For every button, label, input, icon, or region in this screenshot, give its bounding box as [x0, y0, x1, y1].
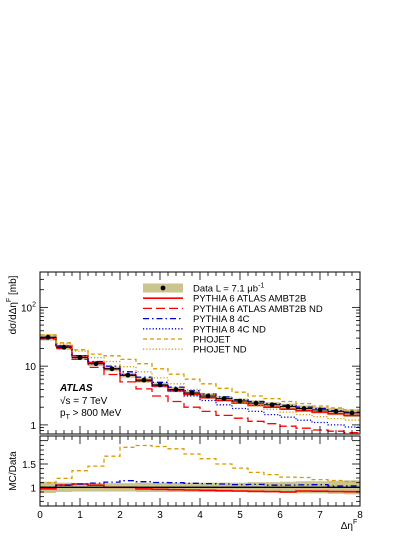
y-tick-label: 1	[30, 421, 36, 432]
y-tick-label: 102	[21, 301, 36, 314]
legend-label: PYTHIA 6 ATLAS AMBT2B ND	[193, 304, 323, 315]
data-point	[77, 355, 83, 360]
experiment-label: ATLAS	[59, 383, 93, 394]
data-point	[253, 400, 259, 406]
data-point	[221, 396, 227, 402]
data-points	[40, 334, 360, 416]
data-point	[61, 344, 67, 350]
pt-cut-label: pT > 800 MeV	[60, 408, 122, 421]
series-line	[40, 338, 360, 434]
x-tick-label: 7	[317, 510, 323, 521]
data-point	[237, 398, 243, 404]
main-panel: 1 10 102	[21, 271, 361, 435]
data-point	[301, 406, 307, 411]
legend-label: PYTHIA 8 4C ND	[193, 324, 266, 335]
ratio-x-axis: 0 1 2 3 4 5 6 7 8	[37, 436, 363, 521]
legend-label: PYTHIA 8 4C	[193, 314, 250, 325]
series-line	[40, 337, 360, 428]
data-point	[349, 410, 355, 416]
data-point	[285, 404, 291, 409]
ratio-y-axis: 11.5	[22, 440, 360, 502]
y-tick-label: 10	[25, 362, 37, 373]
energy-label: √s = 7 TeV	[60, 395, 108, 407]
data-point	[125, 372, 131, 378]
ratio-y-tick-label: 1.5	[22, 460, 36, 471]
legend-label: PHOJET	[193, 335, 231, 346]
series-line	[40, 334, 360, 411]
x-axis-title: ΔηF	[341, 519, 358, 532]
x-tick-label: 4	[197, 510, 203, 521]
data-point	[141, 377, 147, 383]
y-axis-title: dσ/dΔηF [mb]	[6, 275, 19, 334]
x-tick-label: 0	[37, 510, 43, 521]
x-tick-label: 8	[357, 510, 363, 521]
x-tick-label: 1	[77, 510, 83, 521]
main-y-axis: 1 10 102	[21, 271, 360, 435]
data-point	[333, 408, 339, 414]
data-point	[45, 334, 51, 340]
ratio-y-tick-label: 1	[30, 483, 36, 494]
x-tick-label: 6	[277, 510, 283, 521]
main-x-axis	[39, 272, 361, 434]
data-point	[269, 402, 275, 408]
ratio-curves	[40, 444, 360, 493]
data-point	[93, 361, 99, 367]
x-tick-label: 2	[117, 510, 123, 521]
ratio-y-axis-title: MC/Data	[8, 451, 19, 491]
ratio-series-line	[40, 483, 360, 493]
ratio-series-line	[40, 480, 360, 488]
legend-label: PYTHIA 6 ATLAS AMBT2B	[193, 294, 306, 305]
x-tick-label: 3	[157, 510, 163, 521]
legend-label: Data L = 7.1 μb-1	[193, 283, 264, 295]
data-point	[109, 366, 115, 372]
x-tick-label: 5	[237, 510, 243, 521]
legend-data-marker	[160, 285, 166, 291]
data-point	[189, 390, 195, 396]
data-point	[157, 382, 163, 388]
data-point	[205, 393, 211, 399]
ratio-series-line	[40, 444, 360, 484]
legend-label: PHOJET ND	[193, 345, 247, 356]
data-point	[173, 387, 179, 392]
data-point	[317, 407, 323, 413]
